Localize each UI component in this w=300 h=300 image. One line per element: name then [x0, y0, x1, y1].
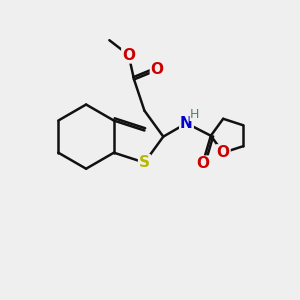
Text: S: S — [139, 155, 150, 170]
Text: N: N — [180, 116, 193, 131]
Text: O: O — [151, 62, 164, 77]
Text: O: O — [196, 157, 209, 172]
Text: H: H — [190, 108, 199, 121]
Text: O: O — [122, 48, 135, 63]
Text: O: O — [217, 145, 230, 160]
